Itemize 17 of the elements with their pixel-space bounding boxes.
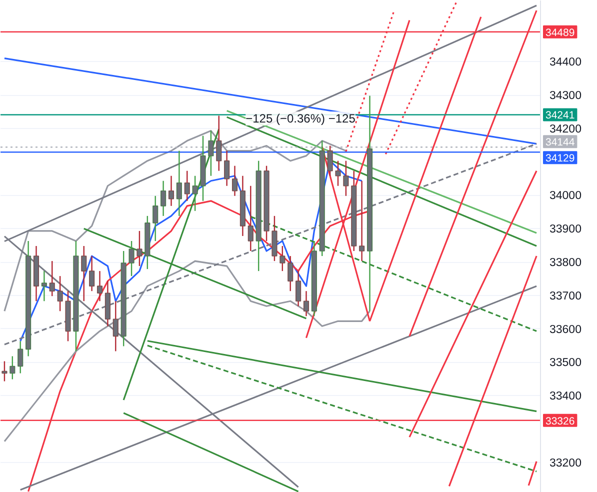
ref-line-label: 34144 [546, 136, 575, 149]
y-tick-label: 34300 [550, 90, 582, 102]
ref-line-label: 34489 [546, 26, 575, 39]
ref-line-label: 34129 [546, 152, 575, 165]
y-tick-label: 34000 [550, 190, 582, 202]
y-tick-label: 33800 [550, 257, 582, 270]
y-tick-label: 34400 [550, 56, 582, 69]
y-tick-label: 33700 [550, 290, 582, 302]
y-tick-label: 33200 [550, 457, 582, 470]
ref-line-label: 33326 [546, 415, 575, 428]
y-tick-label: 33500 [550, 357, 582, 370]
annotation: −125 (−0.36%) −125 [246, 112, 356, 126]
ref-line-label: 34241 [546, 110, 575, 122]
y-tick-label: 33900 [550, 224, 582, 236]
y-tick-label: 33400 [550, 390, 582, 403]
y-tick-label: 34200 [550, 123, 582, 136]
y-tick-label: 33600 [550, 324, 582, 336]
